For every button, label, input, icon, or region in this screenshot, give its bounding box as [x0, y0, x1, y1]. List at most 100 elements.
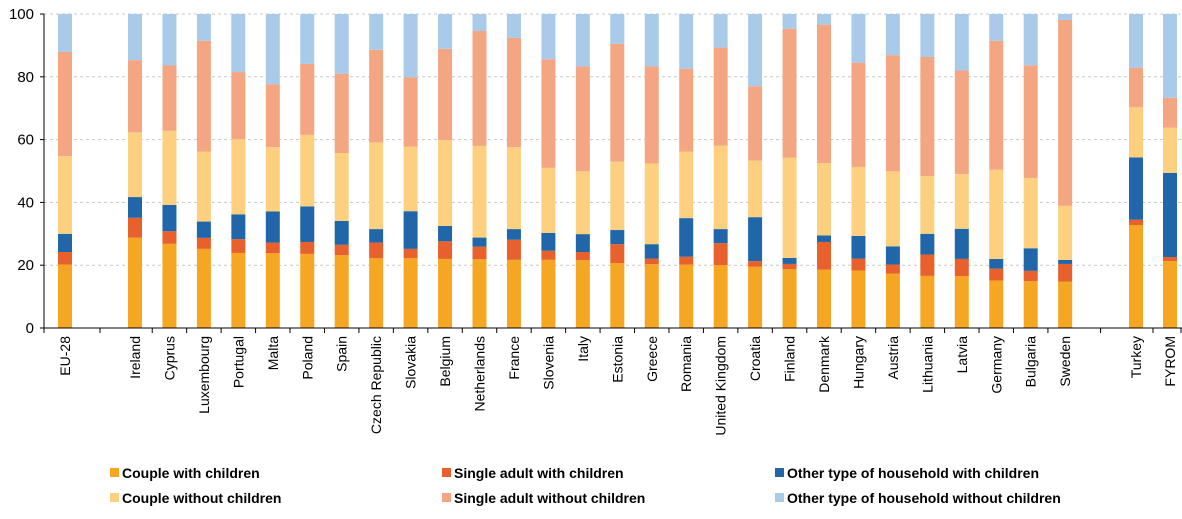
bar-segment: [1163, 127, 1177, 173]
legend-item: Couple with children: [110, 465, 260, 481]
bar-segment: [265, 253, 280, 328]
bar-segment: [300, 134, 315, 207]
bar-segment: [265, 211, 280, 243]
x-tick-label: Lithuania: [919, 336, 935, 393]
bar-segment: [231, 214, 246, 240]
bar-segment: [1129, 14, 1143, 68]
bar-stack: [162, 14, 177, 328]
bar-segment: [334, 14, 349, 74]
bar-segment: [438, 48, 453, 141]
bar-segment: [231, 239, 246, 253]
bar-stack: [1023, 14, 1038, 328]
bar-segment: [713, 265, 728, 328]
bar-segment: [265, 242, 280, 254]
legend-item: Single adult without children: [442, 490, 645, 506]
bar-stack: [851, 14, 866, 328]
bar-segment: [128, 217, 142, 238]
bar-stack: [713, 14, 728, 328]
bar-stack: [128, 14, 142, 328]
bar-stack: [679, 14, 694, 328]
bar-segment: [403, 211, 418, 249]
bar-segment: [748, 14, 763, 87]
bar-segment: [644, 258, 659, 265]
x-tick-label: Cyprus: [161, 336, 177, 380]
x-tick-label: Hungary: [850, 336, 866, 389]
bar-segment: [1129, 157, 1143, 220]
bar-segment: [954, 258, 969, 277]
bar-stack: [472, 14, 487, 328]
bar-segment: [575, 66, 590, 172]
bar-segment: [644, 163, 659, 245]
bar-segment: [954, 276, 969, 328]
bar-segment: [162, 130, 177, 205]
y-tick-label: 20: [17, 257, 34, 274]
bar-segment: [817, 14, 831, 25]
bar-segment: [58, 252, 72, 265]
bar-segment: [989, 14, 1004, 41]
bar-segment: [885, 264, 900, 274]
bar-stack: [334, 14, 349, 328]
bar-segment: [1023, 248, 1038, 271]
bar-stack: [575, 14, 590, 328]
bar-segment: [954, 174, 969, 229]
bar-segment: [506, 147, 521, 230]
bar-segment: [300, 206, 315, 242]
bar-segment: [58, 51, 72, 157]
bar-segment: [506, 14, 521, 38]
bar-segment: [196, 40, 211, 152]
bar-segment: [231, 72, 246, 140]
bar-segment: [920, 233, 935, 255]
bar-stack: [369, 14, 384, 328]
bar-segment: [58, 14, 72, 52]
bar-segment: [885, 14, 900, 56]
bar-segment: [1129, 219, 1143, 226]
bar-segment: [851, 258, 866, 271]
legend-swatch: [775, 468, 784, 477]
legend-swatch: [442, 468, 451, 477]
legend-item: Other type of household without children: [775, 490, 1061, 506]
bar-segment: [1058, 281, 1073, 328]
bar-segment: [989, 40, 1004, 170]
bar-segment: [128, 237, 142, 328]
x-tick-label: Latvia: [954, 336, 970, 374]
bar-stack: [885, 14, 900, 328]
legend-label: Couple with children: [122, 465, 260, 481]
legend-swatch: [110, 468, 119, 477]
bar-segment: [472, 259, 487, 328]
x-tick-label: Slovenia: [540, 336, 556, 390]
bar-segment: [472, 246, 487, 260]
bar-segment: [1129, 67, 1143, 108]
x-tick-label: Netherlands: [472, 336, 488, 412]
bar-segment: [472, 145, 487, 238]
bar-segment: [1129, 225, 1143, 328]
bar-segment: [438, 258, 453, 328]
bar-stack: [58, 14, 72, 328]
bar-segment: [196, 151, 211, 222]
bar-segment: [644, 66, 659, 164]
bar-segment: [438, 14, 453, 49]
x-tick-label: United Kingdom: [713, 336, 729, 436]
bar-segment: [300, 63, 315, 135]
bar-segment: [438, 140, 453, 226]
bar-segment: [541, 167, 556, 233]
bar-stack: [231, 14, 246, 328]
bar-segment: [369, 49, 384, 143]
bar-segment: [128, 60, 142, 133]
bar-segment: [128, 197, 142, 218]
bar-segment: [817, 235, 831, 242]
bar-stack: [920, 14, 935, 328]
x-tick-label: Greece: [644, 336, 660, 382]
bar-segment: [679, 218, 694, 257]
bar-segment: [1023, 14, 1038, 66]
bar-segment: [541, 59, 556, 168]
bar-segment: [541, 250, 556, 260]
bar-segment: [438, 225, 453, 242]
bar-segment: [748, 86, 763, 161]
bar-segment: [610, 244, 625, 264]
bar-segment: [1058, 259, 1073, 264]
x-tick-label: Slovakia: [403, 336, 419, 389]
bar-segment: [748, 266, 763, 328]
bar-segment: [575, 171, 590, 235]
bar-segment: [920, 275, 935, 328]
